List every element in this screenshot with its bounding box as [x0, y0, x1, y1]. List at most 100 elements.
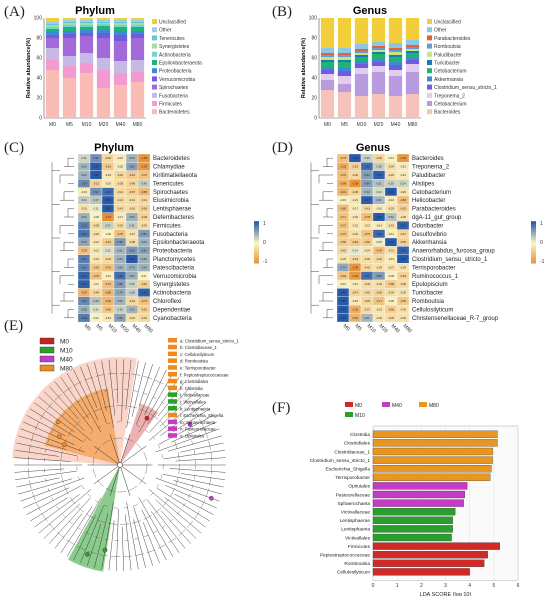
heatmap-cell-value: -0.20 [117, 165, 123, 169]
bar-segment [371, 72, 386, 94]
clade-node [55, 419, 61, 424]
heatmap-cell-value: -0.36 [141, 223, 147, 227]
bar-segment [130, 20, 145, 22]
heatmap-cell-value: 0.85 [141, 232, 147, 236]
x-tick-label: 5 [492, 583, 495, 589]
heatmap-cell-value: -0.30 [400, 316, 406, 320]
heatmap-cell-value: -0.48 [352, 190, 358, 194]
color-scale-step [254, 240, 259, 243]
bar-segment [79, 63, 94, 73]
heatmap-cell-value: -0.42 [376, 257, 382, 261]
color-scale-label: 1 [263, 221, 266, 227]
heatmap-cell-value: -0.41 [117, 207, 123, 211]
heatmap-cell-value: -0.38 [400, 282, 406, 286]
tree-branch [116, 359, 119, 404]
legend-label: M10 [355, 413, 365, 419]
legend-label: Bacteroidetes [159, 110, 190, 116]
bar-segment [371, 59, 386, 62]
lda-bar [372, 525, 453, 533]
heatmap-cell-value: 1.40 [81, 274, 87, 278]
tree-branch [108, 520, 115, 571]
legend-label: Clostridium_sensu_stricto_1 [434, 85, 497, 91]
heatmap-cell-value: -0.52 [141, 307, 147, 311]
clade-node [85, 551, 90, 557]
legend-label: Tenericutes [159, 36, 185, 42]
heatmap-row-label: Cyanobacteria [153, 316, 192, 322]
bar-segment [79, 20, 94, 22]
bar-segment [337, 84, 352, 92]
key-label: i: Victivallaceae [180, 393, 210, 398]
heatmap-cell-value: 1.41 [400, 249, 406, 253]
bar-segment [388, 18, 403, 43]
heatmap-cell-value: -1.38 [352, 181, 358, 185]
heatmap-cell-value: -0.57 [129, 190, 135, 194]
heatmap-cell-value: -0.41 [117, 198, 123, 202]
heatmap-cell-value: -0.91 [340, 190, 346, 194]
heatmap-cell-value: 0.86 [117, 282, 123, 286]
heatmap-cell-value: -0.41 [364, 207, 370, 211]
bar-segment [320, 48, 335, 53]
bar-segment [388, 65, 403, 70]
tree-branch [155, 428, 220, 453]
bar-segment [130, 18, 145, 20]
legend-label: M80 [60, 366, 73, 373]
heatmap-cell-value: -0.12 [340, 282, 346, 286]
y-axis-label: Relative abundance(%) [26, 38, 32, 98]
bar-segment [337, 60, 352, 62]
bar-segment [79, 53, 94, 63]
bar-segment [45, 29, 60, 32]
heatmap-cell-value: 0.72 [129, 265, 135, 269]
heatmap-cell-value: -0.27 [129, 232, 135, 236]
legend-swatch [427, 43, 432, 49]
heatmap-cell-value: -0.40 [105, 257, 111, 261]
bar-segment [130, 34, 145, 38]
heatmap-cell-value: 0.51 [376, 181, 382, 185]
legend-label: Cetobacterium [434, 102, 467, 108]
key-swatch [168, 412, 177, 418]
lda-bar [372, 542, 501, 550]
bar-segment [354, 57, 369, 61]
heatmap-column-label: M40 [131, 323, 142, 334]
bar-segment [371, 46, 386, 48]
lda-bar-label: Escherichia_Shigella [325, 467, 370, 473]
heatmap-cell-value: -0.89 [105, 291, 111, 295]
heatmap-cell-value: 1.14 [81, 257, 87, 261]
bar-segment [371, 52, 386, 54]
legend-swatch [39, 355, 55, 363]
heatmap-cell-value: 0.08 [376, 240, 382, 244]
tree-branch [148, 396, 202, 441]
heatmap-cell-value: -0.11 [93, 282, 99, 286]
heatmap-cell-value: 0.14 [352, 249, 358, 253]
key-label: o: Opitutales [180, 434, 204, 439]
bar-segment [96, 20, 111, 22]
bar-segment [405, 45, 420, 47]
heatmap-cell-value: 1.45 [141, 291, 147, 295]
heatmap-cell-value: -0.74 [105, 282, 111, 286]
legend-swatch [427, 19, 432, 24]
heatmap-cell-value: -0.58 [388, 282, 394, 286]
heatmap-row-label: Chlamydiae [153, 165, 185, 171]
tree-branch [14, 457, 71, 462]
bar-segment [354, 18, 369, 44]
tree-branch [60, 377, 89, 419]
y-tick-label: 100 [309, 16, 318, 22]
heatmap-cell-value: -0.14 [376, 223, 382, 227]
color-scale-step [254, 221, 259, 224]
phylum-stacked-bar-chart: Phylum Relative abundance(%) 0 20 40 60 80 100 M… [26, 5, 202, 128]
heatmap-cell-value: -0.19 [105, 316, 111, 320]
tree-branch [157, 381, 186, 417]
lda-bar-label: Lentisphaeria [341, 527, 370, 533]
color-scale-step [531, 233, 536, 237]
heatmap-cell-value: -0.38 [129, 240, 135, 244]
tree-branch [133, 519, 146, 568]
heatmap-cell-value: -0.48 [129, 181, 135, 185]
heatmap-column-label: M20 [119, 323, 130, 334]
tree-branch [141, 509, 167, 561]
legend-label: Actinobacteria [159, 52, 191, 58]
tree-branch [172, 408, 210, 433]
heatmap-column-label: M0 [83, 323, 92, 332]
heatmap-row-label: Spirochaetes [153, 190, 188, 196]
heatmap-cell-value: -0.20 [105, 181, 111, 185]
tree-ring [60, 405, 180, 525]
heatmap-cell-value: 1.62 [400, 257, 406, 261]
